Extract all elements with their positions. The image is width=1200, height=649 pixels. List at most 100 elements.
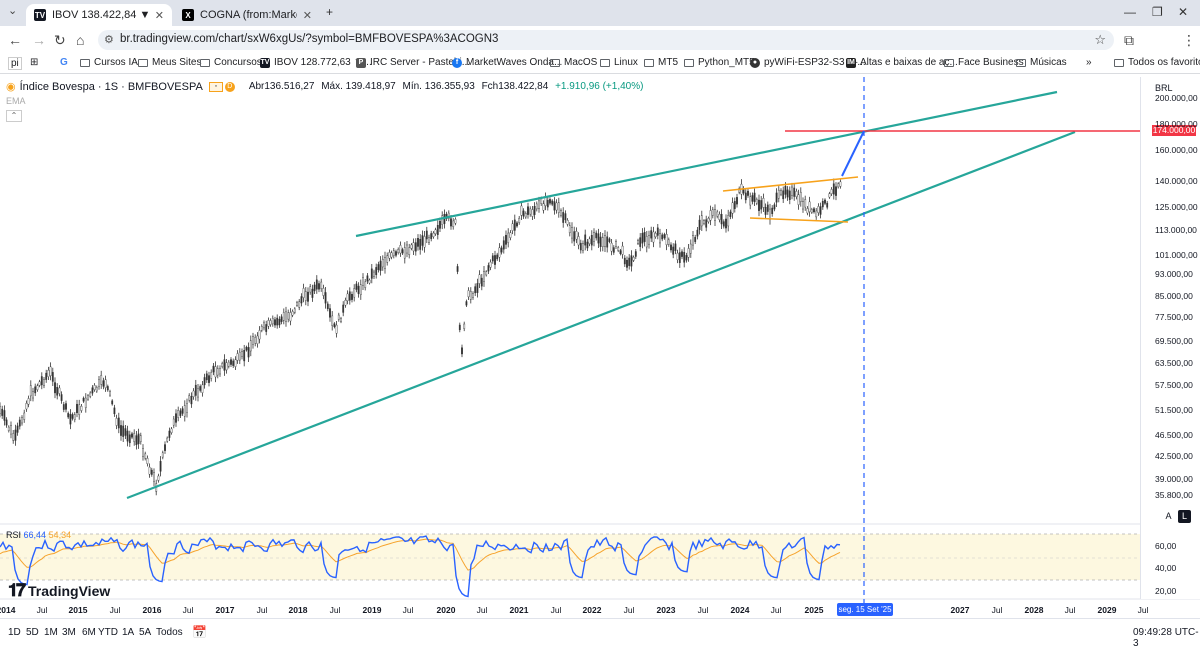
timeframe-button[interactable]: 1A <box>122 627 135 638</box>
price-tick: 35.800,00 <box>1155 490 1193 500</box>
candle-body <box>632 256 635 261</box>
timeframe-button[interactable]: YTD <box>98 627 118 638</box>
clock-label[interactable]: 09:49:28 UTC-3 <box>1133 627 1199 649</box>
site-info-icon[interactable]: ⚙ <box>104 34 114 46</box>
rsi-tick: 40,00 <box>1155 563 1177 573</box>
tab-cogna[interactable]: X COGNA (from:MarketWavesBR) ✕ <box>174 4 320 26</box>
eye-icon[interactable]: ◦ <box>208 81 223 92</box>
candle-body <box>538 200 540 210</box>
bookmark-face-business[interactable]: Face Business <box>944 57 1024 68</box>
candle-body <box>69 413 72 425</box>
maximize-icon[interactable]: ❐ <box>1152 5 1163 19</box>
candle-body <box>817 206 820 213</box>
timeframe-button[interactable]: 3M <box>62 627 76 638</box>
tab-search-icon[interactable]: ⌄ <box>8 5 18 17</box>
bookmark-irc[interactable]: P IRC Server - Pastebi... <box>356 57 470 68</box>
delay-badge[interactable]: D <box>224 81 235 92</box>
menu-icon[interactable]: ⋮ <box>1182 32 1196 48</box>
bookmark-cursos-ia[interactable]: Cursos IA <box>80 57 138 68</box>
candle-body <box>441 215 444 225</box>
tab-ibov[interactable]: TV IBOV 138.422,84 ▼ −0,39% Ser ✕ <box>26 4 172 26</box>
tradingview-logo[interactable]: 𝟏𝟕 TradingView <box>8 580 110 601</box>
candle-body <box>524 213 527 218</box>
wedge-lower-trendline[interactable] <box>126 130 1076 500</box>
address-bar[interactable]: ⚙ br.tradingview.com/chart/sxW6xgUs/?sym… <box>98 30 1114 50</box>
candle-body <box>417 238 419 247</box>
auto-scale-button[interactable]: A <box>1165 511 1172 521</box>
candle-body <box>522 210 525 217</box>
new-tab-icon[interactable]: + <box>326 5 334 19</box>
candle-body <box>164 444 166 451</box>
more-bookmarks-icon[interactable]: » <box>1086 57 1092 68</box>
timeframe-button[interactable]: 5A <box>139 627 152 638</box>
apps-icon[interactable]: ⊞ <box>30 57 39 68</box>
candle-body <box>421 235 424 246</box>
close-icon[interactable]: ✕ <box>154 9 164 22</box>
candle-body <box>122 425 125 437</box>
symbol-title[interactable]: Índice Bovespa · 1S · BMFBOVESPA <box>19 80 203 93</box>
channel-upper-line[interactable] <box>722 176 859 192</box>
candle-body <box>428 237 430 243</box>
bookmark-altas[interactable]: IM Altas e baixas de aç... <box>846 57 958 68</box>
bookmark-linux[interactable]: Linux <box>600 57 638 68</box>
candle-body <box>102 380 105 387</box>
candle-body <box>0 405 1 414</box>
bookmark-concursos[interactable]: Concursos <box>200 57 262 68</box>
bookmark-ibov[interactable]: TV IBOV 128.772,63 ▼... <box>260 57 372 68</box>
bookmark-all[interactable]: Todos os favoritos <box>1114 57 1200 68</box>
calendar-icon[interactable]: 📅 <box>192 625 207 639</box>
bookmark-macos[interactable]: MacOS <box>550 57 597 68</box>
reload-icon[interactable]: ↻ <box>54 32 66 48</box>
timeframe-button[interactable]: 1D <box>8 627 21 638</box>
bookmark-star-icon[interactable]: ☆ <box>1094 32 1106 47</box>
wedge-upper-trendline[interactable] <box>355 90 1058 238</box>
candle-body <box>733 201 736 209</box>
candle-body <box>555 202 558 211</box>
candle-body <box>755 199 758 204</box>
collapse-legend-icon[interactable]: ⌃ <box>6 110 22 122</box>
candle-body <box>344 299 347 306</box>
currency-label[interactable]: BRL <box>1155 83 1173 93</box>
candle-body <box>355 283 358 290</box>
log-scale-button[interactable]: L <box>1178 510 1191 523</box>
google-icon[interactable]: G <box>60 57 68 68</box>
back-icon[interactable]: ← <box>8 32 22 48</box>
home-icon[interactable]: ⌂ <box>76 32 85 48</box>
rsi-legend[interactable]: RSI 66,44 54,34 <box>6 530 71 540</box>
forward-icon[interactable]: → <box>32 32 46 48</box>
candle-body <box>736 197 738 205</box>
candle-body <box>786 189 789 198</box>
bookmark-pywifi[interactable]: ● pyWiFi-ESP32-S3 —... <box>750 57 866 68</box>
candle-body <box>331 315 334 326</box>
extensions-icon[interactable]: ⧉ <box>1124 32 1134 48</box>
bookmark-musicas[interactable]: Músicas <box>1016 57 1067 68</box>
timeframe-button[interactable]: 6M <box>82 627 96 638</box>
bookmark-mt5[interactable]: MT5 <box>644 57 678 68</box>
timeframe-button[interactable]: Todos <box>156 627 183 638</box>
candle-body <box>142 448 144 457</box>
candle-body <box>337 314 340 320</box>
bookmark-python-mt5[interactable]: Python_MT5 <box>684 57 755 68</box>
candle-body <box>249 340 252 352</box>
bookmark-meus-sites[interactable]: Meus Sites <box>138 57 201 68</box>
ema-indicator-label[interactable]: EMA <box>6 96 26 106</box>
projection-line[interactable] <box>841 130 865 177</box>
bookmark-pi[interactable]: pi <box>8 57 22 70</box>
candle-body <box>12 433 15 441</box>
close-icon[interactable]: ✕ <box>302 9 312 22</box>
candle-body <box>478 274 481 284</box>
bookmark-marketwaves[interactable]: f MarketWaves Onda... <box>452 57 562 68</box>
candle-body <box>683 252 686 263</box>
timeframe-button[interactable]: 1M <box>44 627 58 638</box>
minimize-icon[interactable]: — <box>1124 5 1136 19</box>
candle-body <box>824 199 826 204</box>
candle-body <box>183 405 186 417</box>
tv-icon: TV <box>34 9 46 21</box>
window-close-icon[interactable]: ✕ <box>1178 5 1189 19</box>
timeframe-button[interactable]: 5D <box>26 627 39 638</box>
candle-body <box>278 318 281 326</box>
candle-body <box>91 387 94 394</box>
candle-body <box>221 363 224 367</box>
channel-lower-line[interactable] <box>749 217 849 223</box>
